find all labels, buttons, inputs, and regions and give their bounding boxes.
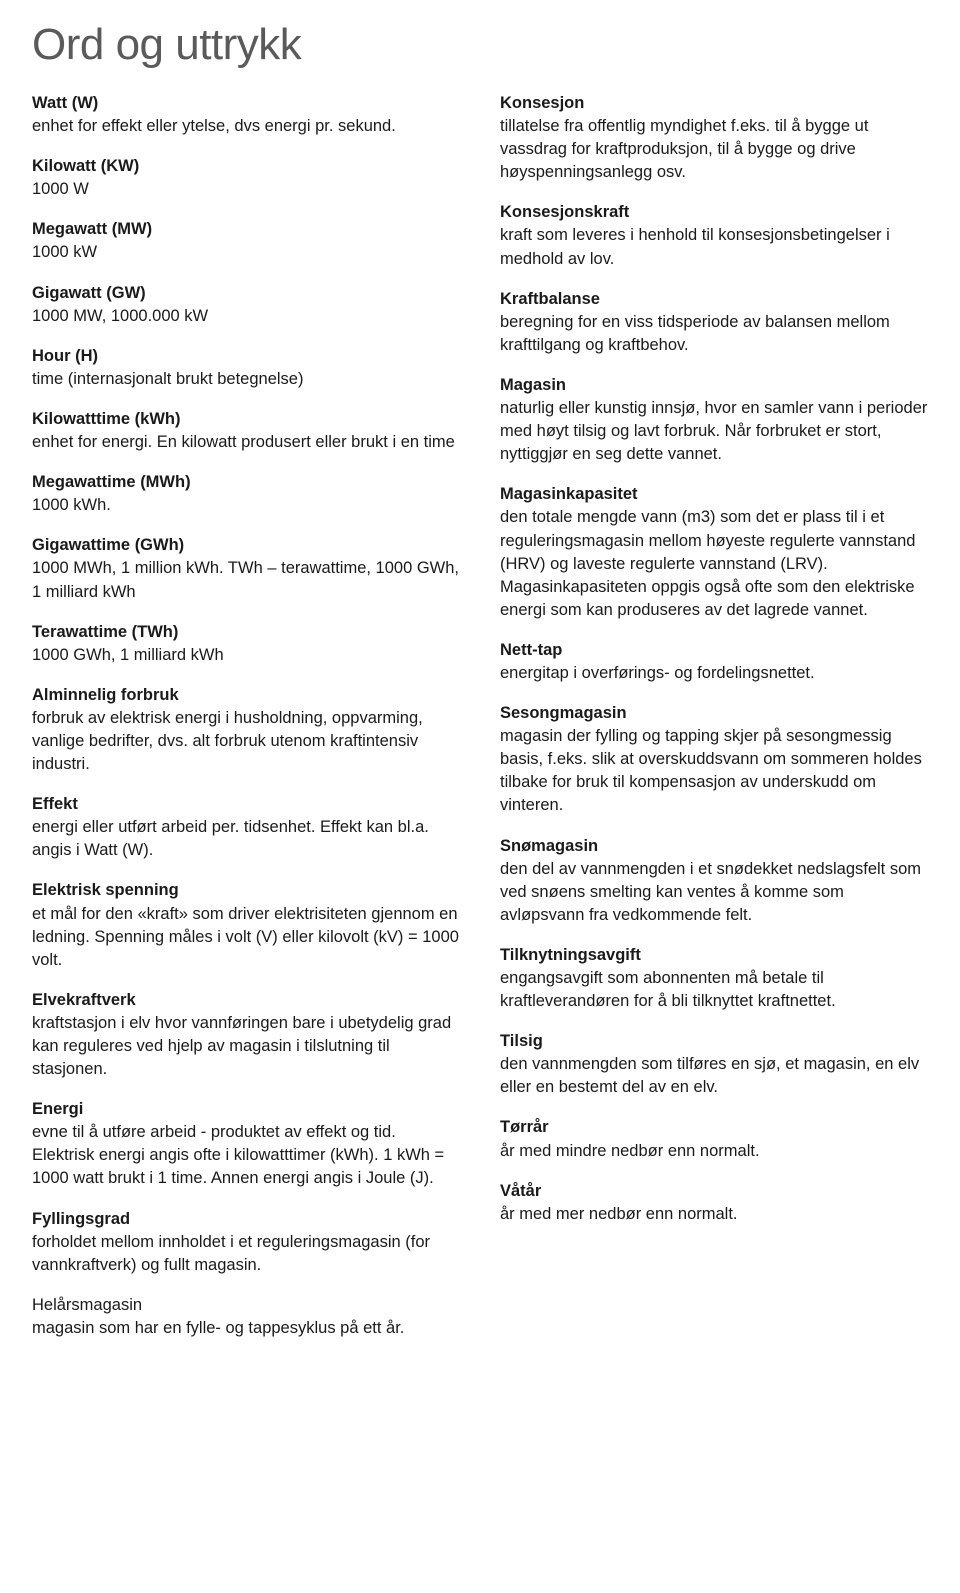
glossary-definition: energi eller utført arbeid per. tidsenhe…	[32, 818, 429, 859]
glossary-definition: kraftstasjon i elv hvor vannføringen bar…	[32, 1014, 451, 1078]
page-title: Ord og uttrykk	[32, 20, 928, 70]
glossary-definition: den totale mengde vann (m3) som det er p…	[500, 508, 915, 618]
glossary-entry: Snømagasinden del av vannmengden i et sn…	[500, 835, 928, 927]
glossary-entry: Energievne til å utføre arbeid - produkt…	[32, 1098, 460, 1190]
glossary-definition: kraft som leveres i henhold til konsesjo…	[500, 226, 890, 267]
glossary-term: Konsesjonskraft	[500, 201, 928, 224]
glossary-entry: Elektrisk spenning et mål for den «kraft»…	[32, 879, 460, 971]
glossary-entry: Terawattime (TWh) 1000 GWh, 1 milliard kW…	[32, 621, 460, 667]
glossary-term: Konsesjon	[500, 92, 928, 115]
glossary-entry: Watt (W) enhet for effekt eller ytelse, d…	[32, 92, 460, 138]
glossary-entry: Konsesjonskraftkraft som leveres i henho…	[500, 201, 928, 270]
glossary-term: Tørrår	[500, 1116, 928, 1139]
glossary-definition: forbruk av elektrisk energi i husholdnin…	[32, 709, 423, 773]
glossary-entry: Gigawatt (GW) 1000 MW, 1000.000 kW	[32, 282, 460, 328]
glossary-term: Snømagasin	[500, 835, 928, 858]
glossary-definition: 1000 W	[32, 180, 89, 198]
glossary-definition: år med mindre nedbør enn normalt.	[500, 1142, 760, 1160]
glossary-definition: enhet for effekt eller ytelse, dvs energ…	[32, 117, 396, 135]
glossary-entry: Alminnelig forbrukforbruk av elektrisk e…	[32, 684, 460, 776]
glossary-term: Energi	[32, 1098, 460, 1121]
glossary-entry: Tørrår år med mindre nedbør enn normalt.	[500, 1116, 928, 1162]
glossary-entry: Hour (H) time (internasjonalt brukt beteg…	[32, 345, 460, 391]
glossary-definition: 1000 MW, 1000.000 kW	[32, 307, 208, 325]
glossary-definition: evne til å utføre arbeid - produktet av …	[32, 1123, 444, 1187]
glossary-definition: år med mer nedbør enn normalt.	[500, 1205, 738, 1223]
glossary-entry: Megawatt (MW) 1000 kW	[32, 218, 460, 264]
glossary-definition: 1000 GWh, 1 milliard kWh	[32, 646, 224, 664]
glossary-term: Kraftbalanse	[500, 288, 928, 311]
right-column: Konsesjontillatelse fra offentlig myndig…	[500, 92, 928, 1357]
glossary-term: Hour (H)	[32, 345, 460, 368]
glossary-definition: tillatelse fra offentlig myndighet f.eks…	[500, 117, 868, 181]
glossary-term: Nett-tap	[500, 639, 928, 662]
glossary-definition: magasin som har en fylle- og tappesyklus…	[32, 1319, 404, 1337]
glossary-definition: forholdet mellom innholdet i et reguleri…	[32, 1233, 430, 1274]
glossary-term: Kilowatttime (kWh)	[32, 408, 460, 431]
glossary-definition: 1000 kWh.	[32, 496, 111, 514]
glossary-entry: Elvekraftverkkraftstasjon i elv hvor van…	[32, 989, 460, 1081]
glossary-entry: Tilsigden vannmengden som tilføres en sj…	[500, 1030, 928, 1099]
glossary-definition: enhet for energi. En kilowatt produsert …	[32, 433, 455, 451]
glossary-term: Sesongmagasin	[500, 702, 928, 725]
glossary-entry: Magasinkapasitetden totale mengde vann (…	[500, 483, 928, 622]
glossary-term: Magasin	[500, 374, 928, 397]
glossary-term: Kilowatt (KW)	[32, 155, 460, 178]
glossary-entry: Nett-tap energitap i overførings- og ford…	[500, 639, 928, 685]
glossary-entry: Kilowatt (KW) 1000 W	[32, 155, 460, 201]
glossary-entry: Magasinnaturlig eller kunstig innsjø, hv…	[500, 374, 928, 466]
glossary-term: Alminnelig forbruk	[32, 684, 460, 707]
glossary-term: Megawatt (MW)	[32, 218, 460, 241]
glossary-term: Watt (W)	[32, 92, 460, 115]
glossary-entry: Effektenergi eller utført arbeid per. ti…	[32, 793, 460, 862]
glossary-term: Gigawattime (GWh)	[32, 534, 460, 557]
glossary-term: Tilsig	[500, 1030, 928, 1053]
glossary-entry: Megawattime (MWh) 1000 kWh.	[32, 471, 460, 517]
glossary-definition: time (internasjonalt brukt betegnelse)	[32, 370, 303, 388]
glossary-entry: Kraftbalanseberegning for en viss tidspe…	[500, 288, 928, 357]
glossary-definition: et mål for den «kraft» som driver elektr…	[32, 905, 459, 969]
glossary-term: Megawattime (MWh)	[32, 471, 460, 494]
glossary-entry: Helårsmagasin magasin som har en fylle- o…	[32, 1294, 460, 1340]
glossary-definition: 1000 MWh, 1 million kWh. TWh – terawatti…	[32, 559, 459, 600]
glossary-term: Helårsmagasin	[32, 1294, 460, 1317]
glossary-term: Gigawatt (GW)	[32, 282, 460, 305]
glossary-definition: engangsavgift som abonnenten må betale t…	[500, 969, 836, 1010]
left-column: Watt (W) enhet for effekt eller ytelse, d…	[32, 92, 460, 1357]
glossary-term: Fyllingsgrad	[32, 1208, 460, 1231]
glossary-term: Terawattime (TWh)	[32, 621, 460, 644]
glossary-entry: Tilknytningsavgiftengangsavgift som abon…	[500, 944, 928, 1013]
glossary-definition: beregning for en viss tidsperiode av bal…	[500, 313, 890, 354]
glossary-definition: den vannmengden som tilføres en sjø, et …	[500, 1055, 919, 1096]
glossary-definition: energitap i overførings- og fordelingsne…	[500, 664, 815, 682]
two-column-layout: Watt (W) enhet for effekt eller ytelse, d…	[32, 92, 928, 1357]
glossary-definition: 1000 kW	[32, 243, 97, 261]
glossary-term: Tilknytningsavgift	[500, 944, 928, 967]
glossary-term: Elvekraftverk	[32, 989, 460, 1012]
glossary-term: Våtår	[500, 1180, 928, 1203]
glossary-term: Magasinkapasitet	[500, 483, 928, 506]
glossary-definition: naturlig eller kunstig innsjø, hvor en s…	[500, 399, 927, 463]
glossary-entry: Kilowatttime (kWh) enhet for energi. En k…	[32, 408, 460, 454]
glossary-entry: Våtår år med mer nedbør enn normalt.	[500, 1180, 928, 1226]
glossary-definition: den del av vannmengden i et snødekket ne…	[500, 860, 921, 924]
glossary-entry: Konsesjontillatelse fra offentlig myndig…	[500, 92, 928, 184]
glossary-entry: Fyllingsgradforholdet mellom innholdet i…	[32, 1208, 460, 1277]
glossary-definition: magasin der fylling og tapping skjer på …	[500, 727, 922, 814]
glossary-term: Effekt	[32, 793, 460, 816]
glossary-entry: Sesongmagasinmagasin der fylling og tapp…	[500, 702, 928, 817]
glossary-entry: Gigawattime (GWh)1000 MWh, 1 million kWh…	[32, 534, 460, 603]
glossary-term: Elektrisk spenning	[32, 879, 460, 902]
